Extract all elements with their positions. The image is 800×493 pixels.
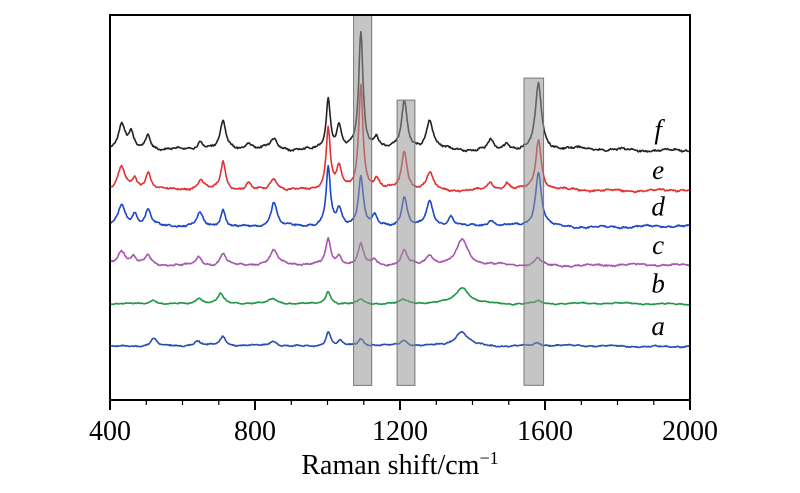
highlight-bands — [353, 14, 545, 386]
x-tick-label-1200: 1200 — [372, 416, 428, 447]
x-tick-label-2000: 2000 — [662, 416, 718, 447]
spectrum-f-label: f — [654, 115, 665, 145]
spectrum-a-label: a — [651, 311, 665, 341]
tick-labels: 400 800 1200 1600 2000 — [89, 416, 718, 447]
x-tick-label-1600: 1600 — [517, 416, 573, 447]
x-tick-label-400: 400 — [89, 416, 131, 447]
spectrum-c-label: c — [652, 230, 664, 260]
spectrum-d-label: d — [651, 192, 665, 222]
highlight-band-1 — [353, 14, 373, 386]
highlight-band-2 — [396, 99, 416, 386]
axis-frame-and-ticks — [109, 14, 691, 410]
x-axis-label: Raman shift/cm−1 — [301, 448, 498, 481]
x-axis-label-text: Raman shift/cm — [301, 450, 479, 481]
spectrum-e-label: e — [652, 155, 664, 185]
highlight-band-3 — [523, 77, 545, 386]
x-axis-label-superscript: −1 — [479, 448, 498, 468]
spectrum-b-label: b — [651, 269, 665, 299]
x-tick-label-800: 800 — [234, 416, 276, 447]
